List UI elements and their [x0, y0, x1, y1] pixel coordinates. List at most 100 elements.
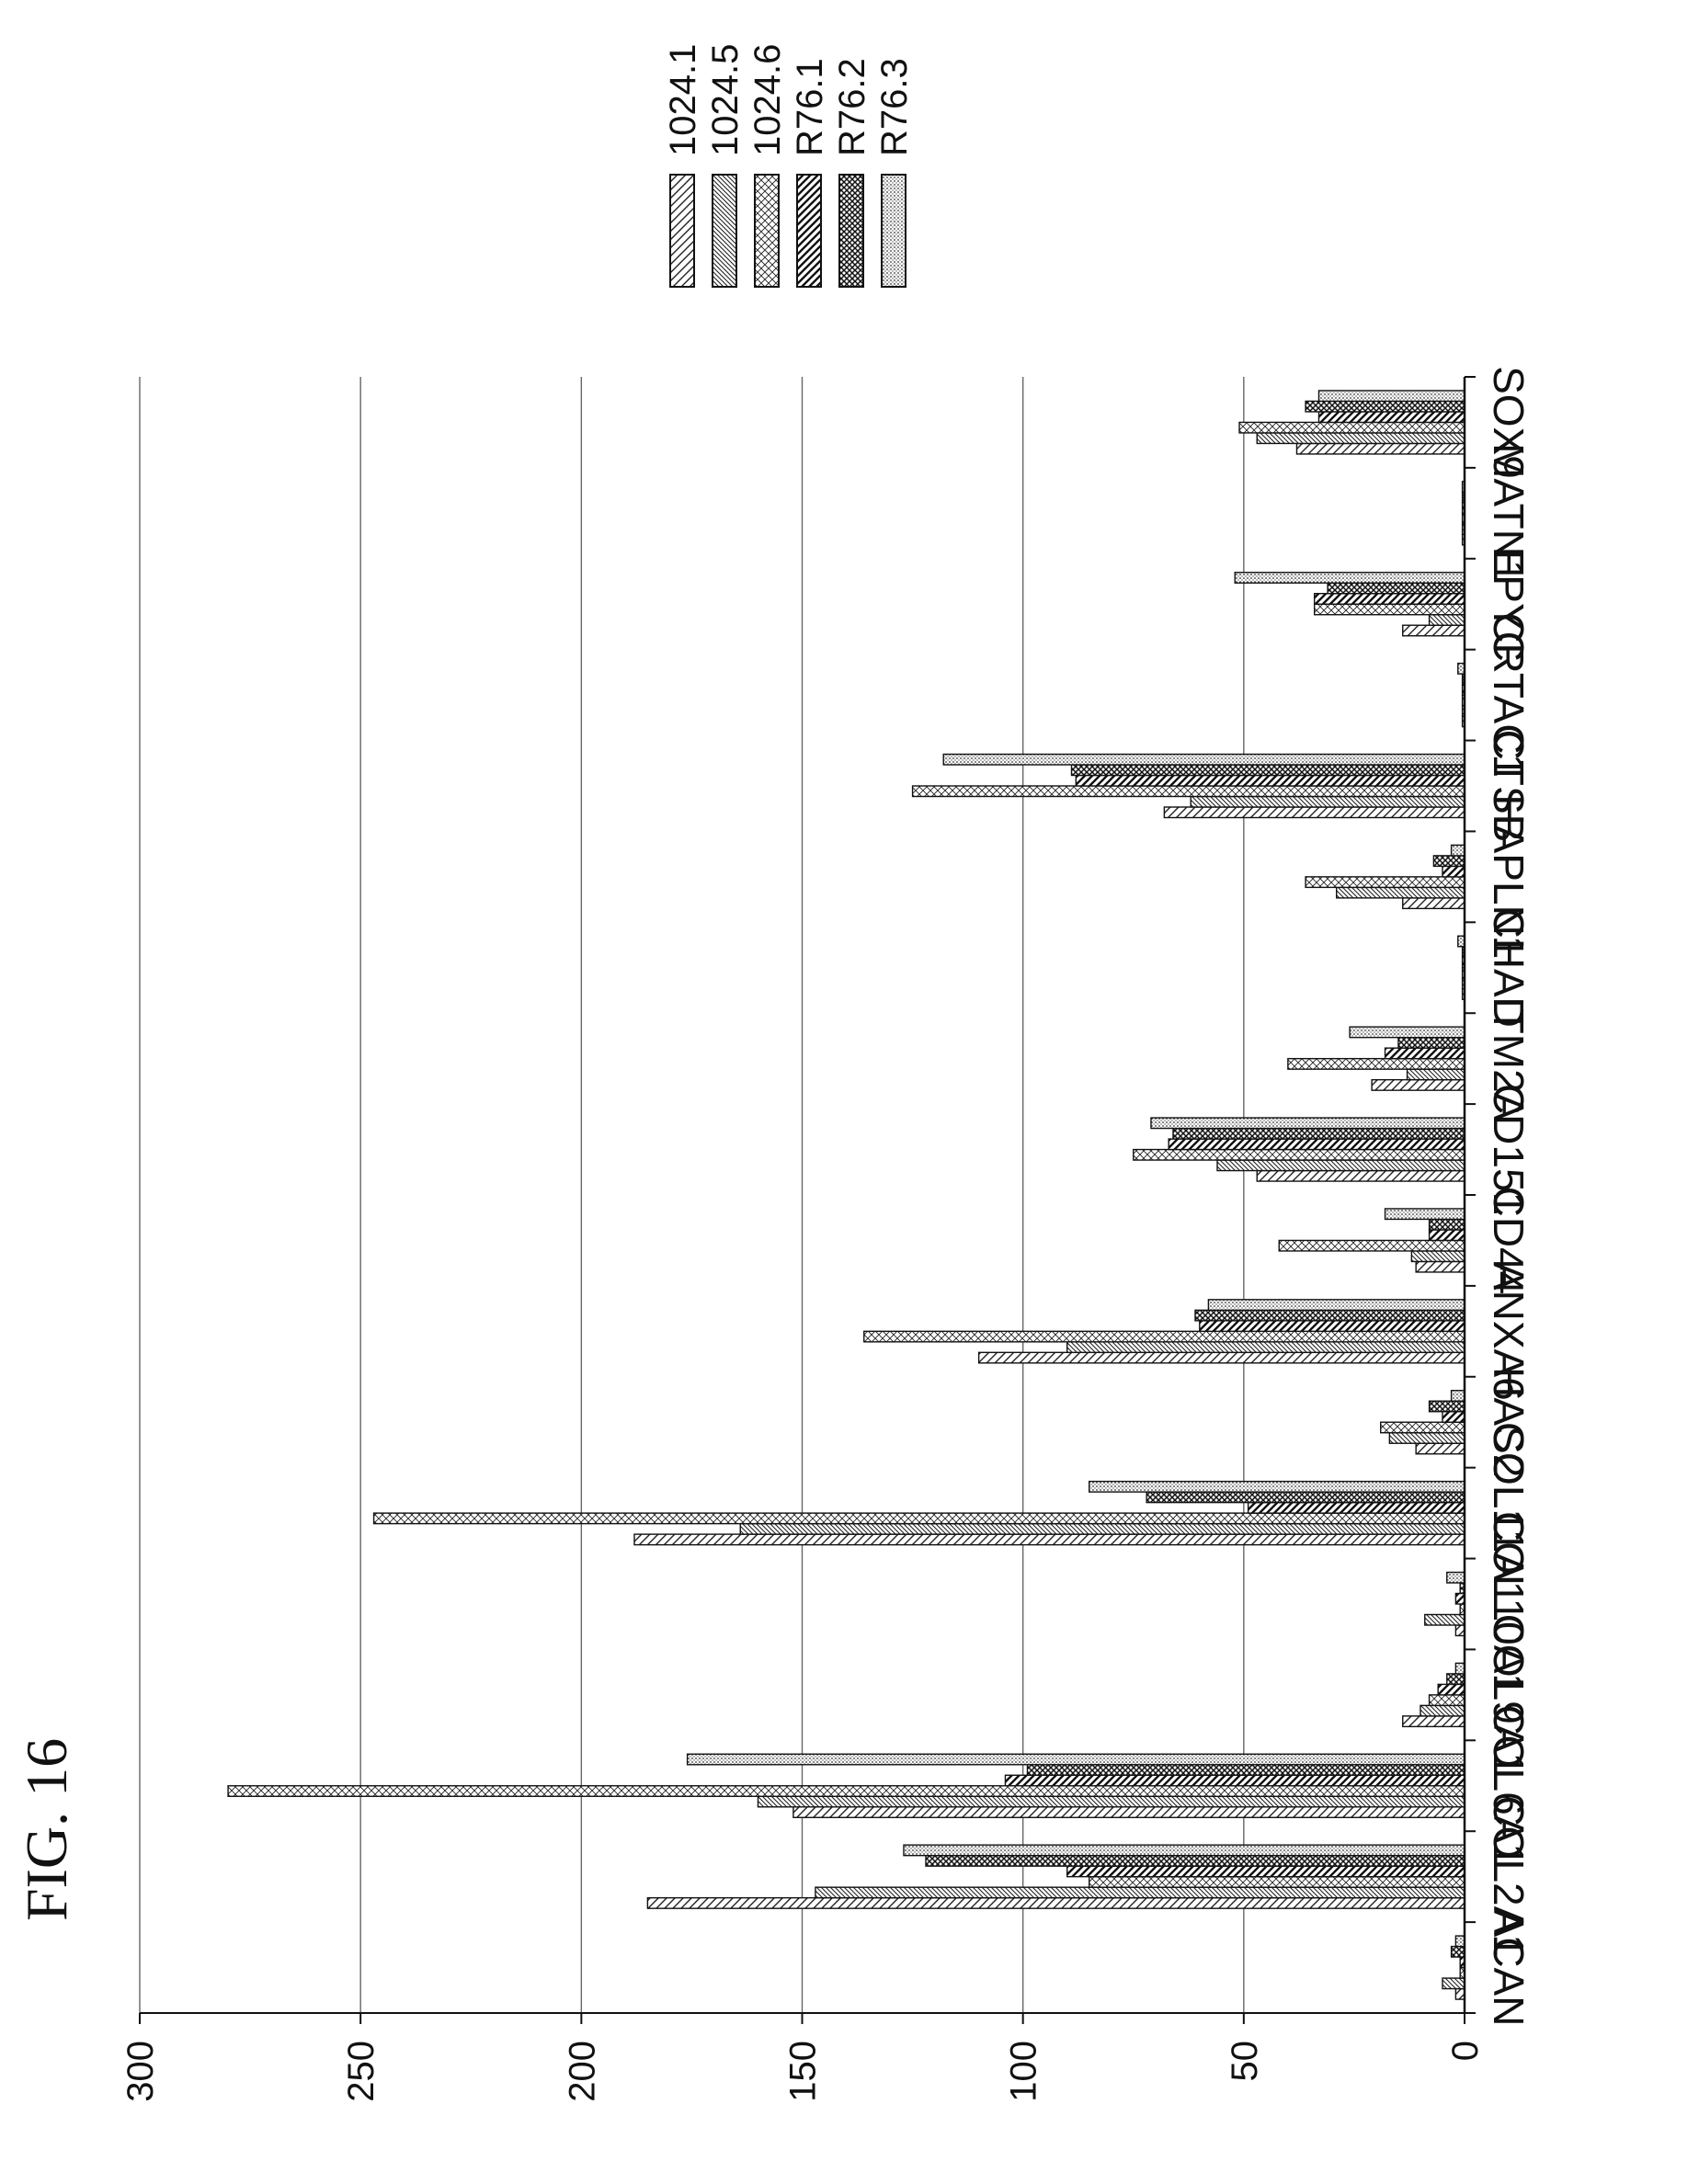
bar [1428, 1218, 1465, 1231]
bar [1190, 795, 1465, 808]
bar [757, 1795, 1465, 1808]
bar [1207, 1299, 1465, 1312]
bar [1450, 1390, 1465, 1402]
legend-swatch [881, 174, 907, 288]
bar [1327, 582, 1465, 595]
legend-label: R76.1 [790, 58, 830, 156]
legend-swatch [838, 174, 864, 288]
axes: 0 50 100 150 200 250 300 ACANCOL2A1COL6A1COL9A1… [120, 366, 1533, 2102]
bar [1317, 390, 1465, 403]
bar-series-group [227, 390, 1465, 2000]
category-label: CTSB [1485, 730, 1533, 843]
bar [227, 1785, 1465, 1797]
bar [1026, 1764, 1465, 1776]
bar [1442, 865, 1465, 878]
bar [1313, 593, 1465, 605]
value-tick-label: 300 [120, 2041, 161, 2102]
value-tick-label: 250 [341, 2041, 382, 2102]
bar [1380, 1421, 1465, 1434]
bar [1146, 1491, 1465, 1504]
bar [1428, 1694, 1465, 1707]
bar [1384, 1047, 1465, 1060]
bar [911, 785, 1465, 798]
category-label: HAPLN1 [1485, 794, 1533, 959]
category-label: ACAN [1485, 1909, 1533, 2027]
bar [1247, 1501, 1465, 1514]
category-label: ITM2A [1485, 996, 1533, 1121]
category-label: COL11A1 [1485, 1422, 1533, 1605]
category-label: ANXA6 [1485, 1262, 1533, 1401]
bar [1349, 1026, 1465, 1039]
category-label: SOX9 [1485, 366, 1533, 479]
bar [1437, 1683, 1465, 1696]
category-label: COL2A1 [1485, 1795, 1533, 1957]
bar [863, 1330, 1465, 1343]
legend-swatch [669, 174, 695, 288]
bar [372, 1512, 1465, 1525]
category-label: EPYC [1485, 547, 1533, 662]
bar [1133, 1148, 1465, 1161]
value-tick-label: 0 [1445, 2041, 1486, 2061]
value-tick-label: 100 [1004, 2041, 1044, 2102]
category-label: COL9A1 [1485, 1614, 1533, 1776]
legend-swatch [712, 174, 737, 288]
category-label: COL6A1 [1485, 1705, 1533, 1867]
bar [1216, 1159, 1465, 1172]
bar [1402, 624, 1465, 637]
bar [1454, 1987, 1465, 2000]
bar [1424, 1613, 1465, 1626]
category-label: CHAD [1485, 908, 1533, 1028]
bar [1454, 1592, 1465, 1605]
bar [1313, 603, 1465, 616]
bar [646, 1896, 1465, 1909]
bar [1168, 1138, 1465, 1151]
bar [1388, 1432, 1465, 1444]
bar [1428, 1400, 1465, 1413]
bar [686, 1753, 1465, 1766]
bar [1402, 897, 1465, 910]
legend-swatch [754, 174, 780, 288]
bar [1295, 442, 1465, 455]
bar [1194, 1309, 1465, 1322]
bar [903, 1844, 1465, 1857]
bar [1420, 1704, 1465, 1717]
value-tick-label: 150 [783, 2041, 824, 2102]
legend-label: 1024.5 [705, 44, 746, 156]
bar [1066, 1341, 1465, 1354]
value-tick-label: 50 [1225, 2041, 1265, 2082]
bar [1415, 1260, 1465, 1273]
bar [1371, 1078, 1465, 1091]
bar [1442, 1977, 1465, 1990]
bar [1432, 855, 1465, 868]
bar [792, 1806, 1465, 1818]
bar [1150, 1117, 1465, 1130]
bar [1075, 774, 1465, 787]
legend-swatch [796, 174, 822, 288]
bar [1089, 1480, 1465, 1493]
bar [942, 753, 1465, 766]
bar [1287, 1057, 1465, 1070]
bar [1397, 1036, 1465, 1049]
bar [633, 1533, 1465, 1546]
bar [815, 1886, 1465, 1899]
bar [977, 1351, 1465, 1364]
bar [1450, 1945, 1465, 1958]
bar [1454, 1935, 1465, 1948]
bar [1415, 1442, 1465, 1455]
bar [1402, 1715, 1465, 1728]
bar [1070, 764, 1465, 777]
legend-label: R76.3 [874, 58, 915, 156]
bar [1163, 806, 1465, 819]
legend: 1024.1 1024.5 1024.6 R76.1 R76.2 R76.3 [663, 44, 915, 288]
bar [1172, 1127, 1465, 1140]
bar [1234, 572, 1465, 584]
bar [1428, 1229, 1465, 1242]
bar [1066, 1865, 1465, 1878]
bar [1406, 1068, 1465, 1081]
figure-label: FIG. 16 [14, 1738, 79, 1921]
bar [1305, 400, 1465, 413]
bar [1305, 876, 1465, 889]
legend-label: 1024.1 [663, 44, 703, 156]
bar [1317, 411, 1465, 424]
